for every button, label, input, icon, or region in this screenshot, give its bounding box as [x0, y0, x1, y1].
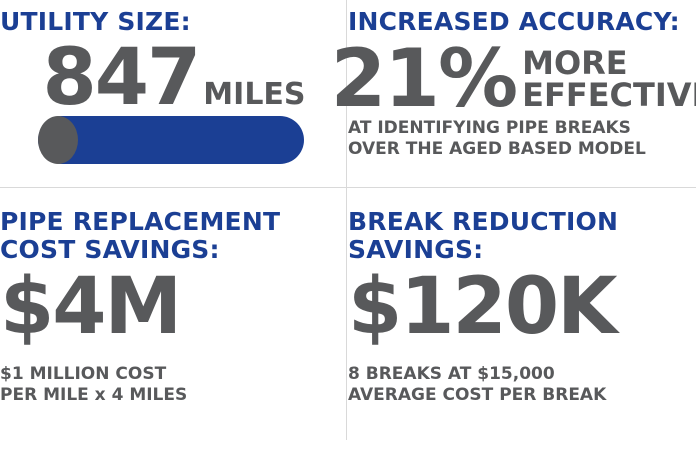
pipe-replacement-heading: PIPE REPLACEMENT COST SAVINGS: — [0, 208, 348, 264]
increased-accuracy-sub-line2: OVER THE AGED BASED MODEL — [348, 139, 646, 159]
increased-accuracy-description: AT IDENTIFYING PIPE BREAKS OVER THE AGED… — [348, 118, 696, 160]
more-effective-line1: MORE — [522, 44, 628, 82]
increased-accuracy-heading: INCREASED ACCURACY: — [348, 7, 680, 36]
vertical-divider — [346, 0, 347, 440]
utility-size-unit: MILES — [203, 77, 306, 112]
utility-size-number: 847 — [42, 33, 201, 123]
utility-size-heading: UTILITY SIZE: — [0, 7, 191, 36]
pipe-icon — [38, 116, 304, 164]
break-reduction-sub-line1: 8 BREAKS AT $15,000 — [348, 364, 555, 384]
pipe-replacement-description: $1 MILLION COST PER MILE x 4 MILES — [0, 364, 348, 406]
pipe-replacement-number: $4M — [0, 262, 182, 352]
increased-accuracy-sub-line1: AT IDENTIFYING PIPE BREAKS — [348, 118, 631, 138]
break-reduction-number: $120K — [348, 262, 618, 352]
utility-size-value: 847 MILES — [0, 35, 348, 121]
pipe-replacement-sub-line2: PER MILE x 4 MILES — [0, 385, 188, 405]
break-reduction-description: 8 BREAKS AT $15,000 AVERAGE COST PER BRE… — [348, 364, 696, 406]
break-reduction-heading: BREAK REDUCTION SAVINGS: — [348, 208, 696, 264]
increased-accuracy-number: 21% — [330, 32, 518, 125]
pipe-replacement-heading-line2: COST SAVINGS: — [0, 235, 220, 264]
break-reduction-sub-line2: AVERAGE COST PER BREAK — [348, 385, 607, 405]
pipe-replacement-sub-line1: $1 MILLION COST — [0, 364, 167, 384]
pipe-replacement-heading-line1: PIPE REPLACEMENT — [0, 207, 281, 236]
pipe-end-cap — [38, 116, 78, 164]
horizontal-divider — [0, 187, 696, 188]
increased-accuracy-value: 21% MORE EFFECTIVE — [331, 38, 696, 120]
break-reduction-heading-line2: SAVINGS: — [348, 235, 484, 264]
more-effective-label: MORE EFFECTIVE — [522, 47, 696, 111]
break-reduction-heading-line1: BREAK REDUCTION — [348, 207, 619, 236]
more-effective-line2: EFFECTIVE — [522, 76, 696, 114]
